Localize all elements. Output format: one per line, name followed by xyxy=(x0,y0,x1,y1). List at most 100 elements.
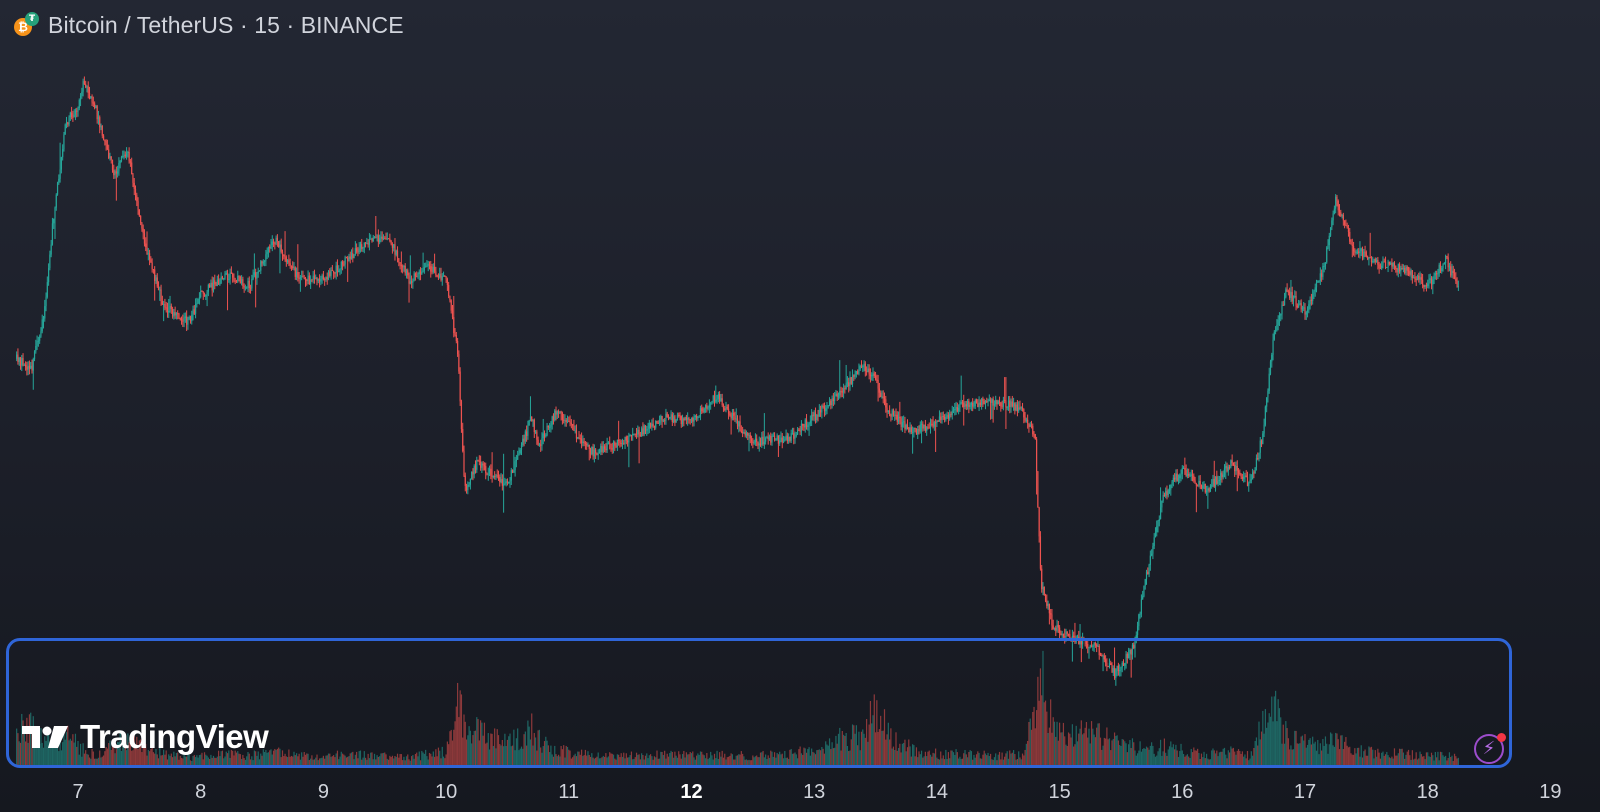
candle-body xyxy=(1290,292,1292,298)
candle-body xyxy=(1326,247,1328,263)
candle-body xyxy=(749,434,751,439)
volume-bar xyxy=(26,717,28,765)
volume-bar xyxy=(253,750,255,765)
candle-body xyxy=(541,438,543,446)
time-axis[interactable]: 7 8 9 10 11 12 13 14 15 16 17 18 19 xyxy=(0,772,1600,812)
candle-body xyxy=(1416,275,1419,281)
tradingview-logo[interactable]: TradingView xyxy=(20,718,269,756)
candle-body xyxy=(209,284,211,288)
volume-bar xyxy=(524,731,526,765)
volume-bar xyxy=(822,748,824,765)
candle-body xyxy=(1033,434,1035,436)
candle-body xyxy=(885,399,887,408)
candle-body xyxy=(486,473,488,475)
volume-bar xyxy=(1406,751,1408,765)
volume-bar xyxy=(680,758,682,765)
candle-body xyxy=(188,317,190,319)
volume-bar xyxy=(533,733,535,765)
volume-bar xyxy=(41,742,43,765)
candle-body xyxy=(761,436,763,446)
volume-bar xyxy=(1436,757,1438,765)
volume-bar xyxy=(137,749,139,765)
volume-bar xyxy=(1429,756,1431,765)
candle-body xyxy=(168,310,170,313)
candle-body xyxy=(707,407,709,409)
volume-bar xyxy=(1424,759,1426,765)
volume-bar xyxy=(1384,754,1387,765)
flash-icon[interactable]: ⚡ xyxy=(1474,733,1506,764)
volume-bar xyxy=(510,746,512,765)
candle-body xyxy=(1221,472,1223,478)
volume-bar xyxy=(920,750,923,765)
candle-body xyxy=(381,236,383,240)
volume-bar xyxy=(372,759,374,765)
volume-bar xyxy=(903,742,905,765)
candle-body xyxy=(1122,663,1125,666)
candle-body xyxy=(891,410,893,417)
candle-body xyxy=(1368,257,1370,260)
symbol-title[interactable]: Bitcoin / TetherUS · 15 · BINANCE xyxy=(48,11,404,38)
volume-bar xyxy=(781,753,783,765)
volume-bar xyxy=(566,747,569,765)
volume-bar xyxy=(625,753,627,765)
candle-body xyxy=(348,256,350,262)
candle-body xyxy=(920,423,923,425)
candle-body xyxy=(370,238,372,240)
candle-body xyxy=(996,399,998,405)
volume-bar xyxy=(246,756,248,765)
volume-bar xyxy=(1335,732,1337,765)
volume-bar xyxy=(1153,753,1155,765)
candle-body xyxy=(18,357,20,362)
volume-bar xyxy=(1250,751,1252,765)
candle-body xyxy=(74,110,77,115)
candle-body xyxy=(816,414,818,420)
volume-bar xyxy=(1012,750,1015,765)
candle-body xyxy=(1124,663,1126,666)
volume-bar xyxy=(739,754,741,765)
volume-bar xyxy=(878,729,880,765)
volume-bar xyxy=(565,745,567,765)
candle-body xyxy=(480,461,482,468)
volume-bar xyxy=(914,756,916,765)
candle-body xyxy=(873,373,875,377)
candle-body xyxy=(23,364,25,366)
candle-body xyxy=(766,437,768,439)
volume-bar xyxy=(970,751,973,765)
candle-body xyxy=(735,418,737,420)
candle-body xyxy=(281,251,284,255)
volume-bar xyxy=(354,754,356,765)
volume-bar xyxy=(549,752,551,765)
candle-body xyxy=(872,373,874,376)
volume-bar xyxy=(1185,755,1187,765)
candle-body xyxy=(1152,546,1154,554)
volume-bar xyxy=(1134,750,1136,765)
volume-bar xyxy=(136,736,138,765)
volume-bar xyxy=(687,754,689,765)
volume-bar xyxy=(938,759,941,765)
candle-body xyxy=(869,374,872,377)
candle-body xyxy=(633,433,635,435)
candle-body xyxy=(1249,479,1251,484)
volume-bar xyxy=(1002,759,1004,765)
candle-body xyxy=(473,466,475,475)
volume-bar xyxy=(1388,757,1390,765)
volume-bar xyxy=(1029,718,1031,765)
volume-bar xyxy=(929,754,932,765)
volume-bar xyxy=(1262,710,1264,765)
candle-body xyxy=(1090,645,1093,647)
candle-body xyxy=(1336,196,1338,202)
candle-body xyxy=(72,116,74,118)
candle-body xyxy=(513,470,515,473)
volume-bar xyxy=(1272,721,1274,765)
volume-bar xyxy=(119,730,121,765)
volume-bar xyxy=(748,759,750,765)
volume-bar xyxy=(1396,755,1398,765)
candle-body xyxy=(1047,603,1049,606)
candle-body xyxy=(299,276,301,279)
candle-body xyxy=(1140,599,1142,614)
volume-bar xyxy=(292,756,294,765)
candle-body xyxy=(247,280,249,287)
volume-bar xyxy=(897,747,900,765)
volume-bar xyxy=(621,756,624,765)
